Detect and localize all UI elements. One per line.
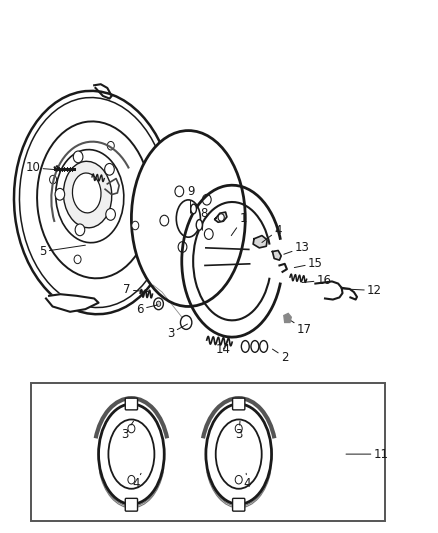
Circle shape (156, 301, 161, 306)
Text: 8: 8 (200, 207, 207, 230)
Ellipse shape (56, 150, 124, 243)
Ellipse shape (196, 220, 202, 230)
Text: 5: 5 (39, 245, 85, 258)
FancyBboxPatch shape (233, 498, 245, 511)
Text: 4: 4 (132, 473, 141, 490)
Circle shape (107, 141, 114, 150)
Ellipse shape (37, 122, 151, 278)
Ellipse shape (206, 404, 272, 504)
Ellipse shape (215, 419, 261, 489)
Text: 11: 11 (346, 448, 389, 461)
Polygon shape (46, 294, 99, 312)
Text: 14: 14 (216, 340, 231, 356)
Text: 15: 15 (294, 257, 323, 270)
Circle shape (202, 195, 211, 205)
Ellipse shape (64, 161, 112, 228)
Text: 13: 13 (284, 241, 310, 254)
Circle shape (205, 229, 213, 239)
Circle shape (235, 424, 242, 433)
Text: 7: 7 (123, 284, 148, 296)
Ellipse shape (260, 341, 268, 352)
Ellipse shape (19, 98, 169, 308)
Polygon shape (253, 236, 267, 248)
Bar (31, 383, 385, 521)
Circle shape (175, 186, 184, 197)
Circle shape (218, 214, 224, 221)
Text: 17: 17 (291, 321, 312, 336)
Circle shape (49, 175, 57, 184)
Circle shape (128, 424, 135, 433)
Circle shape (105, 164, 114, 175)
Text: 3: 3 (167, 324, 187, 340)
Circle shape (73, 151, 83, 163)
FancyBboxPatch shape (233, 398, 245, 410)
Text: 4: 4 (262, 224, 282, 243)
Ellipse shape (176, 200, 200, 237)
Text: 9: 9 (187, 185, 194, 213)
Circle shape (55, 189, 65, 200)
Text: 12: 12 (343, 284, 382, 297)
Ellipse shape (241, 341, 249, 352)
Circle shape (75, 224, 85, 236)
Ellipse shape (191, 204, 196, 214)
Circle shape (180, 316, 192, 329)
Text: 10: 10 (25, 161, 68, 174)
Text: 16: 16 (302, 274, 332, 287)
Ellipse shape (108, 419, 154, 489)
Circle shape (160, 215, 169, 226)
Ellipse shape (251, 341, 259, 352)
Ellipse shape (99, 404, 164, 504)
Circle shape (235, 475, 242, 484)
Circle shape (132, 221, 139, 230)
Ellipse shape (72, 173, 101, 213)
Polygon shape (272, 251, 281, 260)
Circle shape (128, 475, 135, 484)
Circle shape (106, 208, 116, 220)
Circle shape (178, 241, 187, 252)
Text: 6: 6 (136, 303, 158, 316)
Circle shape (74, 255, 81, 264)
Text: 3: 3 (121, 421, 134, 441)
Polygon shape (215, 212, 227, 222)
Text: 1: 1 (231, 212, 247, 236)
Text: 2: 2 (272, 349, 289, 364)
Ellipse shape (131, 131, 245, 306)
Polygon shape (284, 313, 291, 322)
Circle shape (154, 298, 163, 310)
FancyBboxPatch shape (125, 498, 138, 511)
Text: 4: 4 (244, 473, 251, 490)
FancyBboxPatch shape (125, 398, 138, 410)
Text: 3: 3 (235, 421, 242, 441)
Ellipse shape (14, 91, 174, 314)
